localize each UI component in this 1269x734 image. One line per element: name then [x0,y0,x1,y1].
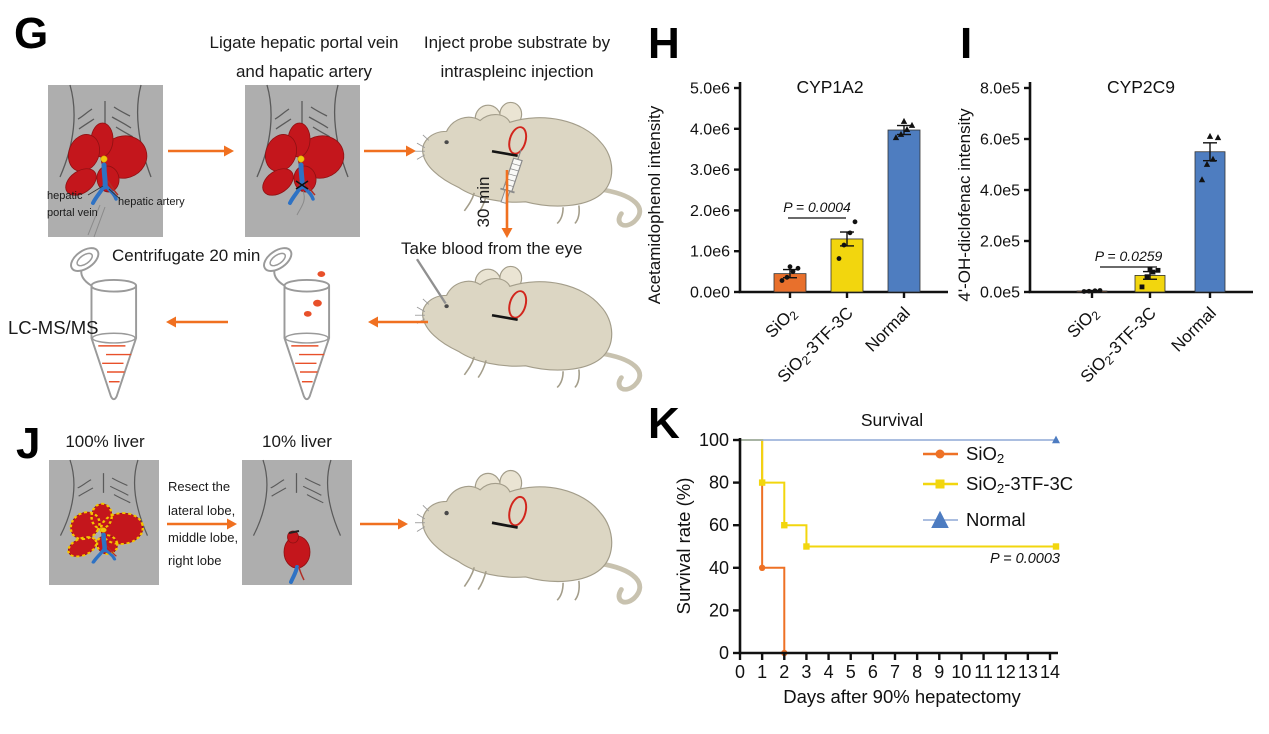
g-liver-box-intact [48,84,163,238]
panel-label-g: G [14,9,49,58]
g-step1-caption: Ligate hepatic portal vein and hapatic a… [186,28,422,86]
ligature-thread [296,190,305,216]
svg-text:40: 40 [709,558,729,578]
chart-cyp1a2: 0.0e0 1.0e6 2.0e6 3.0e6 4.0e6 5.0e6 CYP1A2 Acet… [645,77,948,386]
small-liver [283,530,311,584]
panel-label-i: I [960,19,973,68]
arrow-right-icon [360,518,408,530]
mouse-intrasplenic-injection [415,88,647,228]
svg-text:4.0e5: 4.0e5 [980,183,1020,200]
arrow-left-icon [368,316,428,328]
svg-text:100: 100 [699,430,729,450]
blood-tube [259,242,331,401]
timer-label: 30 min [474,176,493,228]
svg-text:12: 12 [996,662,1016,682]
svg-text:Days after 90% hepatectomy: Days after 90% hepatectomy [783,686,1021,707]
svg-text:Acetamidophenol intensity: Acetamidophenol intensity [645,105,664,304]
j-liver-box-small [242,459,352,585]
svg-text:80: 80 [709,473,729,493]
svg-text:SiO2: SiO2 [1064,303,1104,343]
svg-text:0: 0 [735,662,745,682]
svg-text:3.0e6: 3.0e6 [690,162,730,179]
svg-text:9: 9 [934,662,944,682]
g-liver-box-ligated [245,84,360,237]
svg-text:3: 3 [801,662,811,682]
anatomy-label-hepatic: hepatic [47,190,83,202]
arrow-down-icon [501,170,513,238]
blood-droplets [303,271,326,317]
panel-label-h: H [648,19,680,68]
ligature-knot [295,180,309,190]
svg-text:Normal: Normal [966,509,1026,530]
svg-text:6: 6 [868,662,878,682]
g-step2-caption: Inject probe substrate by intraspleinc i… [408,28,626,86]
svg-text:2.0e6: 2.0e6 [690,203,730,220]
g-step2-line1: Inject probe substrate by [423,33,611,52]
chart-cyp2c9: 0.0e5 2.0e5 4.0e5 6.0e5 8.0e5 CYP2C9 4'-OH-dic… [955,77,1253,386]
svg-text:60: 60 [709,515,729,535]
svg-text:5: 5 [846,662,856,682]
svg-text:4'-OH-diclofenac intensity: 4'-OH-diclofenac intensity [955,108,974,302]
svg-text:7: 7 [890,662,900,682]
j-liver-box-full [49,459,159,585]
svg-text:13: 13 [1018,662,1038,682]
svg-text:1.0e6: 1.0e6 [690,244,730,261]
svg-text:14: 14 [1040,662,1060,682]
svg-text:P = 0.0259: P = 0.0259 [1095,248,1163,264]
j-liver-full-caption: 100% liver [65,432,145,451]
svg-text:Normal: Normal [862,303,914,355]
g-step1-line1: Ligate hepatic portal vein [209,33,399,52]
svg-text:6.0e5: 6.0e5 [980,132,1020,149]
svg-text:Normal: Normal [1168,303,1220,355]
anatomy-pointer-lines [87,185,121,200]
svg-text:2.0e5: 2.0e5 [980,234,1020,251]
mouse-blood-collection [415,258,647,392]
svg-text:Survival: Survival [861,410,923,430]
j-resect-line-2: lateral lobe, [168,503,236,518]
svg-text:SiO2: SiO2 [966,443,1004,466]
j-resect-line-1: Resect the [168,479,231,494]
j-liver-small-caption: 10% liver [262,432,332,451]
capillary-needle-icon [415,258,447,305]
svg-text:Survival rate (%): Survival rate (%) [673,478,694,615]
panel-label-j: J [16,419,41,468]
svg-text:0.0e0: 0.0e0 [690,285,730,302]
mouse-post-hepatectomy [415,455,647,605]
svg-text:2: 2 [779,662,789,682]
svg-text:1: 1 [757,662,767,682]
svg-text:P = 0.0003: P = 0.0003 [990,551,1060,567]
svg-text:0.0e5: 0.0e5 [980,285,1020,302]
g-step4-caption: Centrifugate 20 min [112,246,261,265]
j-resect-line-4: right lobe [168,553,222,568]
g-step1-line2: and hapatic artery [235,62,373,81]
svg-text:P = 0.0004: P = 0.0004 [783,199,851,215]
arrow-right-icon [168,145,234,157]
anatomy-label-hepatic-artery: hepatic artery [118,196,185,208]
svg-text:8.0e5: 8.0e5 [980,81,1020,98]
svg-text:4.0e6: 4.0e6 [690,121,730,138]
g-step2-line2: intraspleinc injection [440,62,594,81]
svg-text:SiO2-3TF-3C: SiO2-3TF-3C [966,473,1073,496]
g-step3-caption: Take blood from the eye [401,239,583,258]
svg-text:11: 11 [974,662,993,682]
svg-text:5.0e6: 5.0e6 [690,81,730,98]
forceps-sketch [87,204,106,238]
svg-text:8: 8 [912,662,922,682]
arrow-left-icon [166,316,228,328]
svg-text:CYP1A2: CYP1A2 [796,77,863,97]
anatomy-label-portal-vein: portal vein [47,207,98,219]
panel-label-k: K [648,399,680,448]
svg-text:4: 4 [824,662,834,682]
svg-text:0: 0 [719,643,729,663]
g-step5-caption: LC-MS/MS [8,317,99,338]
arrow-right-icon [364,145,416,157]
svg-text:10: 10 [951,662,971,682]
svg-text:CYP2C9: CYP2C9 [1107,77,1175,97]
arrow-right-icon [167,518,237,530]
svg-text:20: 20 [709,600,729,620]
j-resect-line-3: middle lobe, [168,530,239,545]
svg-text:SiO2: SiO2 [762,303,802,343]
